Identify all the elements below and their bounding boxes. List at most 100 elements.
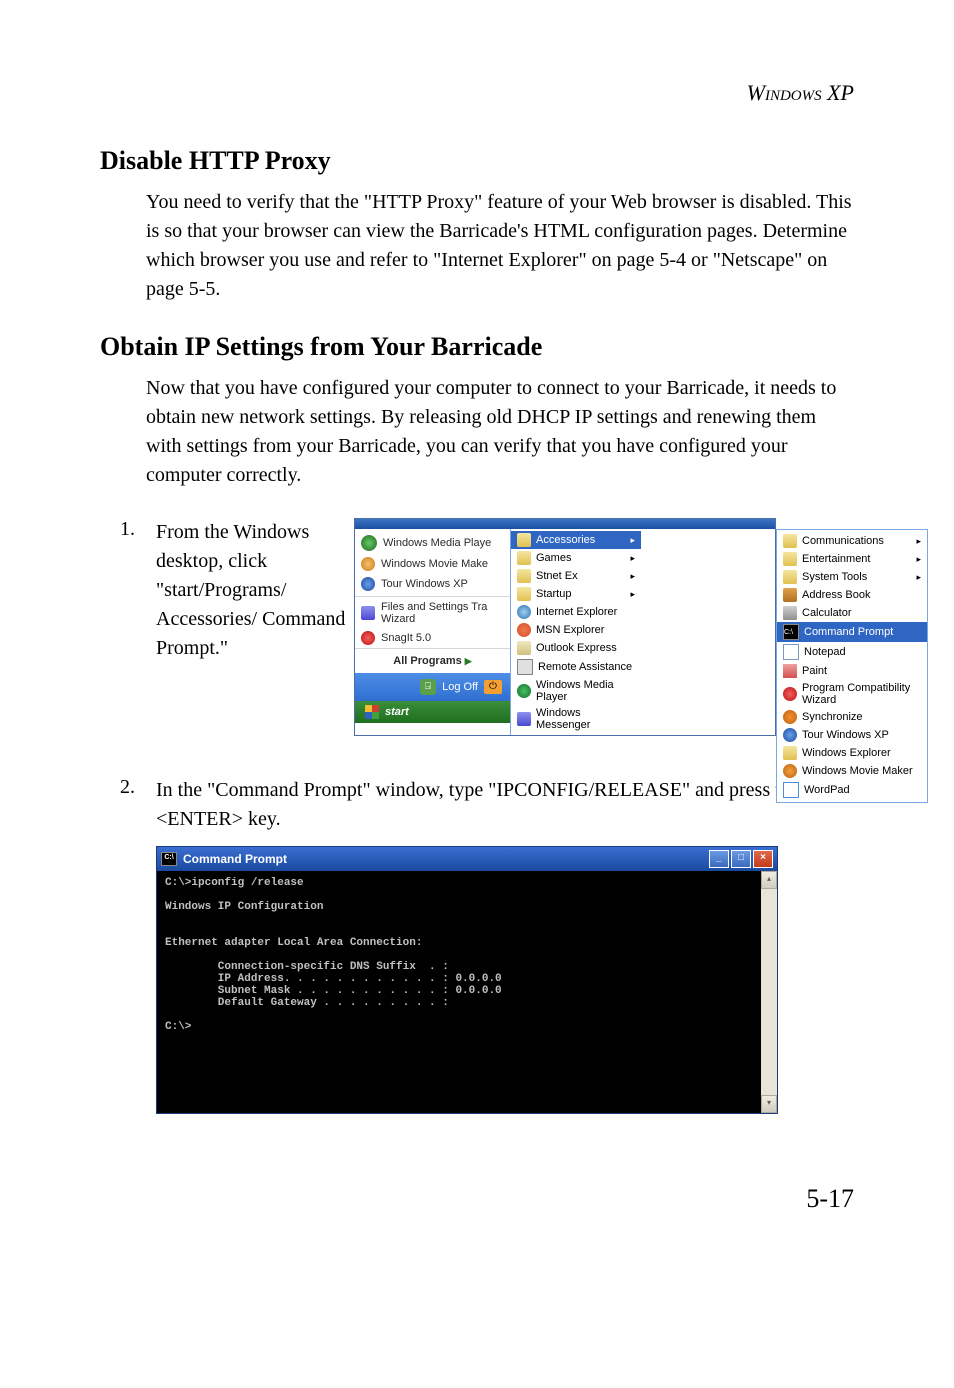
menu-item-icon	[783, 710, 797, 724]
submenu-arrow-icon: ▸	[630, 553, 635, 564]
menu-item-icon	[517, 684, 531, 698]
accessories-menu-item[interactable]: Program Compatibility Wizard	[777, 680, 927, 708]
menu-item-icon	[517, 605, 531, 619]
step-2-number: 2.	[120, 776, 156, 834]
accessories-menu-item[interactable]: Tour Windows XP	[777, 726, 927, 744]
menu-item-label: Remote Assistance	[538, 661, 632, 673]
start-menu-left-item[interactable]: Windows Media Playe	[355, 532, 510, 554]
all-programs-button[interactable]: All Programs ▶	[355, 648, 510, 673]
menu-item-label: Synchronize	[802, 711, 863, 723]
chevron-right-icon: ▶	[465, 656, 472, 666]
menu-item-label: MSN Explorer	[536, 624, 604, 636]
command-prompt-output[interactable]: C:\>ipconfig /release Windows IP Configu…	[157, 871, 761, 1113]
step-1-text: From the Windows desktop, click "start/P…	[156, 518, 346, 663]
accessories-menu-item[interactable]: Address Book	[777, 586, 927, 604]
menu-item-icon	[517, 533, 531, 547]
menu-item-icon	[783, 687, 797, 701]
accessories-menu-item[interactable]: Synchronize	[777, 708, 927, 726]
accessories-menu-item[interactable]: WordPad	[777, 780, 927, 800]
start-menu-left-item[interactable]: Files and Settings Tra Wizard	[355, 596, 510, 628]
section-1-title: Disable HTTP Proxy	[100, 146, 854, 176]
submenu-arrow-icon: ▸	[916, 572, 921, 583]
scroll-up-button[interactable]: ▴	[761, 871, 777, 889]
section-2-body: Now that you have configured your comput…	[146, 374, 854, 490]
start-menu-left-column: Windows Media Playe Windows Movie Make Tou…	[355, 529, 510, 735]
windows-flag-icon	[365, 705, 379, 719]
start-menu-top-edge	[355, 519, 775, 529]
accessories-menu-item[interactable]: Windows Explorer	[777, 744, 927, 762]
programs-menu-item[interactable]: Accessories▸	[511, 531, 641, 549]
menu-item-icon	[783, 746, 797, 760]
programs-menu-item[interactable]: Remote Assistance	[511, 657, 641, 677]
program-label: Windows Movie Make	[381, 558, 488, 570]
start-menu-left-item[interactable]: Tour Windows XP	[355, 574, 510, 594]
start-menu-screenshot: Windows Media Playe Windows Movie Make Tou…	[354, 518, 854, 736]
accessories-menu-item[interactable]: Paint	[777, 662, 927, 680]
menu-item-label: Stnet Ex	[536, 570, 578, 582]
start-menu-left-item[interactable]: Windows Movie Make	[355, 554, 510, 574]
menu-item-label: Address Book	[802, 589, 870, 601]
accessories-menu-item[interactable]: Entertainment ▸	[777, 550, 927, 568]
accessories-menu-item[interactable]: C:\ Command Prompt	[777, 622, 927, 642]
close-button[interactable]: ×	[753, 850, 773, 868]
menu-item-label: Windows Explorer	[802, 747, 891, 759]
menu-item-label: Windows Media Player	[536, 679, 635, 703]
menu-item-label: Accessories	[536, 534, 595, 546]
menu-item-icon	[783, 664, 797, 678]
program-icon	[361, 557, 375, 571]
command-prompt-titlebar[interactable]: C:\ Command Prompt _ □ ×	[157, 847, 777, 871]
program-icon	[361, 606, 375, 620]
start-menu-left-item[interactable]: SnagIt 5.0	[355, 628, 510, 648]
minimize-button[interactable]: _	[709, 850, 729, 868]
command-prompt-title: Command Prompt	[183, 852, 287, 866]
shutdown-icon[interactable]: ⏻	[484, 680, 502, 694]
submenu-arrow-icon: ▸	[630, 571, 635, 582]
logoff-bar: ⍈ Log Off ⏻	[355, 673, 510, 701]
programs-menu-item[interactable]: Startup ▸	[511, 585, 641, 603]
programs-menu-item[interactable]: Internet Explorer	[511, 603, 641, 621]
programs-menu-item[interactable]: Games▸	[511, 549, 641, 567]
menu-item-icon	[783, 534, 797, 548]
menu-item-icon	[517, 641, 531, 655]
program-icon	[361, 577, 375, 591]
menu-item-label: Entertainment	[802, 553, 870, 565]
accessories-menu-item[interactable]: Calculator	[777, 604, 927, 622]
accessories-menu-item[interactable]: System Tools▸	[777, 568, 927, 586]
submenu-arrow-icon: ▸	[630, 589, 635, 600]
step-2-text: In the "Command Prompt" window, type "IP…	[156, 776, 854, 834]
menu-item-icon	[783, 644, 799, 660]
program-label: Tour Windows XP	[381, 578, 468, 590]
maximize-button[interactable]: □	[731, 850, 751, 868]
section-1-body: You need to verify that the "HTTP Proxy"…	[146, 188, 854, 304]
menu-item-icon	[783, 552, 797, 566]
menu-item-label: Startup	[536, 588, 571, 600]
menu-item-icon	[517, 569, 531, 583]
start-button[interactable]: start	[355, 701, 510, 723]
scrollbar[interactable]: ▴ ▾	[761, 871, 777, 1113]
menu-item-icon	[517, 712, 531, 726]
programs-menu-item[interactable]: Stnet Ex ▸	[511, 567, 641, 585]
start-menu-accessories-column: Communications▸Entertainment▸System Tool…	[776, 529, 928, 803]
submenu-arrow-icon: ▸	[916, 554, 921, 565]
logoff-label[interactable]: Log Off	[442, 681, 478, 693]
menu-item-label: Outlook Express	[536, 642, 617, 654]
menu-item-label: Command Prompt	[804, 626, 893, 638]
programs-menu-item[interactable]: Outlook Express	[511, 639, 641, 657]
accessories-menu-item[interactable]: Communications▸	[777, 532, 927, 550]
programs-menu-item[interactable]: MSN Explorer	[511, 621, 641, 639]
programs-menu-item[interactable]: Windows Media Player	[511, 677, 641, 705]
scroll-down-button[interactable]: ▾	[761, 1095, 777, 1113]
menu-item-icon: C:\	[783, 624, 799, 640]
menu-item-icon	[783, 728, 797, 742]
menu-item-icon	[517, 587, 531, 601]
program-label: Files and Settings Tra Wizard	[381, 601, 504, 625]
accessories-menu-item[interactable]: Notepad	[777, 642, 927, 662]
menu-item-icon	[783, 606, 797, 620]
program-icon	[361, 535, 377, 551]
logoff-icon[interactable]: ⍈	[420, 679, 436, 695]
page-header: Windows XP	[100, 80, 854, 106]
programs-menu-item[interactable]: Windows Messenger	[511, 705, 641, 733]
accessories-menu-item[interactable]: Windows Movie Maker	[777, 762, 927, 780]
step-1-number: 1.	[120, 518, 156, 541]
menu-item-label: Program Compatibility Wizard	[802, 682, 921, 706]
